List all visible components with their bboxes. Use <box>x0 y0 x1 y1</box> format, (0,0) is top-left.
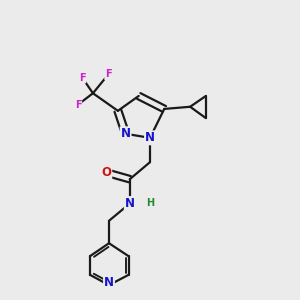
Text: F: F <box>105 69 112 79</box>
Text: H: H <box>146 199 155 208</box>
Text: N: N <box>125 197 135 210</box>
Text: N: N <box>121 127 130 140</box>
Text: F: F <box>75 100 81 110</box>
Text: N: N <box>104 276 114 290</box>
Text: N: N <box>145 131 155 144</box>
Text: F: F <box>79 73 86 82</box>
Text: O: O <box>101 167 111 179</box>
